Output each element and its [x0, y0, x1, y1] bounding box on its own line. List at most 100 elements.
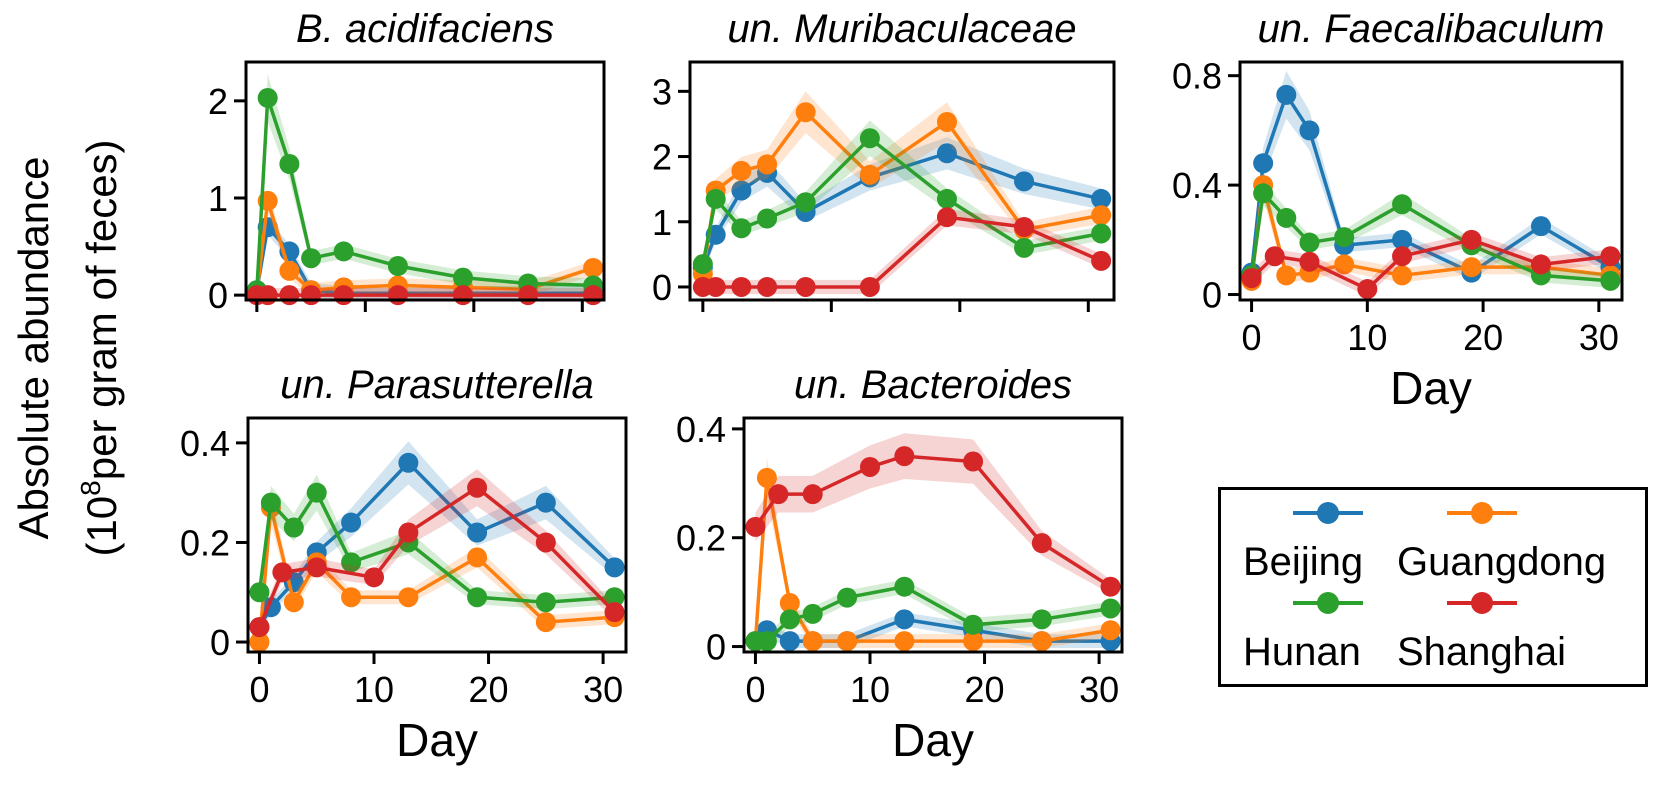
panel-un-muribaculaceae-shanghai-point: [1014, 216, 1035, 237]
panel-un-parasutterella-shanghai-point: [535, 532, 556, 553]
panel-un-faecalibaculum-xlabel: Day: [1390, 362, 1472, 414]
panel-b-acidifaciens-shanghai-point: [452, 285, 473, 306]
panel-un-faecalibaculum-hunan-point: [1334, 227, 1355, 248]
panel-un-parasutterella-ytick-label: 0: [210, 622, 230, 663]
legend-entry-hunan: Hunan: [1243, 588, 1453, 683]
panel-un-faecalibaculum-guangdong-point: [1276, 265, 1297, 286]
panel-un-faecalibaculum-guangdong-point: [1334, 254, 1355, 275]
panel-un-bacteroides-guangdong-point: [756, 467, 777, 488]
panel-un-parasutterella-xlabel: Day: [396, 714, 478, 766]
panel-b-acidifaciens-guangdong-point: [583, 257, 604, 278]
panel-b-acidifaciens-frame: [244, 60, 606, 302]
panel-un-muribaculaceae-shanghai-point: [705, 276, 726, 297]
panel-un-muribaculaceae-hunan-point: [859, 128, 880, 149]
panel-un-faecalibaculum-xtick-label: 20: [1463, 317, 1503, 358]
panel-un-bacteroides-ytick-label: 0: [706, 627, 726, 668]
panel-b-acidifaciens-hunan-point: [387, 256, 408, 276]
panel-un-muribaculaceae-ytick-label: 3: [652, 71, 672, 112]
panel-un-parasutterella-beijing-point: [398, 452, 419, 473]
panel-un-faecalibaculum-hunan-point: [1253, 183, 1274, 204]
panel-un-muribaculaceae-ytick-label: 0: [652, 267, 672, 308]
panel-un-bacteroides-shanghai-point: [1100, 576, 1121, 597]
panel-un-parasutterella-hunan-point: [306, 482, 327, 503]
panel-un-muribaculaceae-ytick-label: 1: [652, 202, 672, 243]
panel-un-faecalibaculum-ytick-label: 0.4: [1172, 165, 1222, 206]
panel-un-muribaculaceae-hunan-point: [757, 208, 778, 229]
panel-b-acidifaciens-ytick-label: 1: [208, 178, 228, 219]
legend-entry-shanghai: Shanghai: [1397, 588, 1607, 683]
panel-un-parasutterella-guangdong-point: [249, 632, 270, 653]
panel-un-muribaculaceae-hunan-point: [1091, 223, 1112, 244]
panel-un-parasutterella-shanghai-point: [306, 557, 327, 578]
panel-un-faecalibaculum-ytick-label: 0: [1202, 275, 1222, 316]
panel-un-bacteroides-shanghai-point: [860, 456, 880, 477]
panel-un-muribaculaceae-ytick-label: 2: [652, 137, 672, 178]
panel-b-acidifaciens-hunan-point: [452, 267, 473, 288]
panel-un-muribaculaceae-shanghai-point: [757, 276, 778, 297]
panel-un-bacteroides-shanghai-point: [894, 446, 915, 467]
legend-marker-beijing: [1293, 502, 1363, 524]
panel-un-muribaculaceae-shanghai-point: [1091, 250, 1112, 271]
panel-un-faecalibaculum-beijing-point: [1276, 84, 1297, 105]
panel-un-faecalibaculum-hunan-point: [1299, 232, 1320, 253]
panel-un-faecalibaculum-guangdong-point: [1392, 265, 1413, 286]
panel-un-parasutterella-hunan-point: [283, 517, 304, 538]
panel-un-parasutterella-hunan-point: [604, 587, 625, 608]
panel-un-faecalibaculum-hunan-band: [1251, 181, 1611, 288]
panel-un-parasutterella-guangdong-band: [259, 491, 615, 650]
panel-un-muribaculaceae-shanghai-point: [795, 276, 816, 297]
panel-un-faecalibaculum-shanghai-point: [1392, 246, 1413, 267]
panel-un-parasutterella-beijing-point: [535, 492, 556, 513]
panel-un-muribaculaceae-beijing-point: [936, 143, 957, 164]
panel-un-bacteroides-ytick-label: 0.4: [676, 409, 726, 450]
panel-un-muribaculaceae-guangdong-point: [757, 154, 778, 175]
panels-group: B. acidifaciens 0 1 2 un. Muribaculaceae 0 1 2 3…: [180, 7, 1624, 766]
panel-un-parasutterella-shanghai-point: [272, 562, 293, 583]
panel-un-faecalibaculum-xtick-label: 30: [1579, 317, 1619, 358]
panel-un-parasutterella-hunan-band: [259, 474, 615, 610]
panel-un-faecalibaculum-shanghai-point: [1461, 229, 1482, 250]
panel-un-bacteroides-xtick-label: 0: [745, 669, 765, 710]
y-axis-title-superscript: 8: [75, 480, 106, 496]
panel-b-acidifaciens-hunan-point: [279, 154, 300, 174]
panel-un-parasutterella-xtick-label: 10: [354, 669, 394, 710]
panel-un-muribaculaceae-guangdong-point: [859, 164, 880, 185]
panel-un-faecalibaculum-beijing-point: [1253, 153, 1274, 174]
panel-un-faecalibaculum-beijing-point: [1530, 216, 1551, 237]
panel-b-acidifaciens-guangdong-point: [279, 260, 300, 281]
panel-un-bacteroides-guangdong-band: [755, 457, 1111, 649]
panel-un-bacteroides-guangdong-point: [894, 631, 915, 652]
panel-un-bacteroides-xtick-label: 20: [965, 669, 1005, 710]
panel-un-faecalibaculum-hunan-point: [1600, 270, 1621, 291]
panel-un-parasutterella-frame: [246, 416, 628, 654]
panel-un-faecalibaculum-shanghai-band: [1251, 232, 1611, 297]
y-axis-title-line2: (108per gram of feces): [75, 139, 125, 556]
legend-label-hunan: Hunan: [1243, 630, 1361, 674]
panel-un-bacteroides-shanghai-point: [768, 484, 789, 505]
panel-un-bacteroides-hunan-point: [1100, 598, 1121, 619]
panel-un-bacteroides-guangdong-point: [1031, 631, 1052, 652]
panel-un-muribaculaceae-shanghai-point: [859, 276, 880, 297]
panel-b-acidifaciens: B. acidifaciens 0 1 2: [208, 7, 606, 316]
panel-un-muribaculaceae-title: un. Muribaculaceae: [727, 7, 1076, 51]
panel-un-faecalibaculum-hunan-point: [1392, 194, 1413, 215]
panel-un-faecalibaculum-hunan-point: [1276, 207, 1297, 228]
panel-un-muribaculaceae-hunan-point: [731, 218, 752, 239]
panel-un-muribaculaceae-hunan-point: [795, 192, 816, 213]
panel-un-bacteroides: un. Bacteroides 0 0.2 0.4 0 10 20 30 Day: [676, 363, 1124, 766]
panel-un-muribaculaceae-beijing-point: [1014, 171, 1035, 192]
panel-un-bacteroides-frame: [742, 416, 1124, 654]
panel-un-muribaculaceae-hunan-point: [936, 188, 957, 209]
panel-b-acidifaciens-hunan-point: [301, 248, 322, 269]
panel-un-muribaculaceae-shanghai-point: [731, 276, 752, 297]
panel-un-muribaculaceae-shanghai-band: [702, 208, 1102, 295]
legend-label-guangdong: Guangdong: [1397, 540, 1607, 584]
panel-un-faecalibaculum: un. Faecalibaculum 0 0.4 0.8 0 10 20 30 Day: [1172, 7, 1624, 414]
panel-un-faecalibaculum-guangdong-point: [1461, 257, 1482, 278]
panel-un-bacteroides-guangdong-point: [963, 631, 984, 652]
legend-label-shanghai: Shanghai: [1397, 630, 1567, 674]
panel-un-bacteroides-shanghai-point: [963, 451, 984, 472]
panel-un-parasutterella-xtick-label: 30: [583, 669, 623, 710]
panel-un-muribaculaceae-guangdong-point: [795, 102, 816, 123]
panel-b-acidifaciens-hunan-point: [333, 241, 354, 262]
